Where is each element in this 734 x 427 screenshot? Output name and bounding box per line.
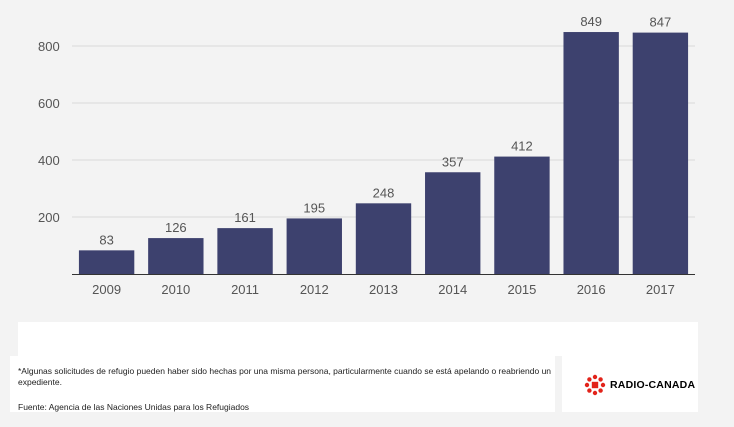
x-tick-label: 2010: [161, 282, 190, 297]
x-tick-label: 2015: [507, 282, 536, 297]
data-label: 847: [650, 15, 672, 30]
data-label: 357: [442, 154, 464, 169]
bar-chart: 200 400 600 800 83 2009 126 2010 161 2011 195 2012 2…: [38, 14, 695, 297]
x-tick-label: 2016: [577, 282, 606, 297]
y-tick-label: 400: [38, 153, 60, 168]
bar: [632, 32, 689, 275]
logo-text: RADIO-CANADA: [610, 379, 696, 391]
bar: [217, 228, 273, 274]
footnote-text: *Algunas solicitudes de refugio pueden h…: [18, 366, 552, 387]
notes-panel: *Algunas solicitudes de refugio pueden h…: [10, 356, 555, 412]
y-tick-label: 600: [38, 96, 60, 111]
data-label: 248: [373, 185, 395, 200]
bar: [494, 156, 550, 274]
x-tick-label: 2009: [92, 282, 121, 297]
logo-panel: RADIO-CANADA: [562, 356, 698, 412]
radio-canada-gem-icon: [584, 374, 606, 396]
footer-spacer: [18, 322, 698, 356]
y-tick-label: 200: [38, 210, 60, 225]
data-label: 412: [511, 139, 533, 154]
bar: [286, 218, 342, 274]
bar: [148, 238, 204, 274]
bar: [78, 250, 135, 274]
chart-canvas: 200 400 600 800 83 2009 126 2010 161 2011 195 2012 2…: [38, 14, 695, 297]
data-label: 161: [234, 210, 256, 225]
data-label: 849: [580, 14, 602, 29]
source-text: Fuente: Agencia de las Naciones Unidas p…: [18, 402, 250, 412]
bar: [355, 203, 412, 274]
data-label: 195: [303, 200, 325, 215]
x-tick-label: 2013: [369, 282, 398, 297]
x-tick-label: 2012: [300, 282, 329, 297]
data-label: 126: [165, 220, 187, 235]
radio-canada-logo: RADIO-CANADA: [584, 374, 695, 396]
data-label: 83: [99, 232, 113, 247]
bar: [563, 32, 619, 274]
x-tick-label: 2014: [438, 282, 467, 297]
bar: [425, 172, 481, 274]
x-tick-label: 2017: [646, 282, 675, 297]
y-tick-label: 800: [38, 39, 60, 54]
x-tick-label: 2011: [231, 282, 259, 297]
